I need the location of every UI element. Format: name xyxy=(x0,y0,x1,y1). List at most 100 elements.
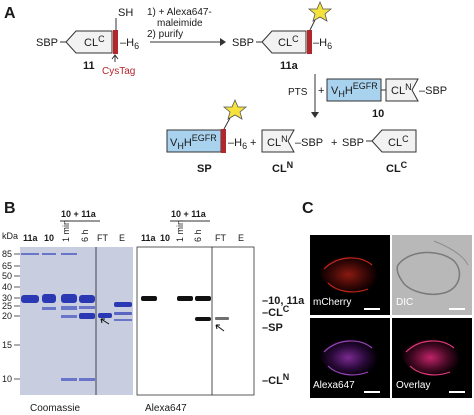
svg-text:CLC: CLC xyxy=(84,34,105,49)
svg-text:CLN: CLN xyxy=(272,160,293,175)
image-dic xyxy=(392,235,472,315)
svg-text:85: 85 xyxy=(2,249,12,259)
caption-mcherry: mCherry xyxy=(313,297,352,308)
labeling-arrow: 1) + Alexa647- maleimide 2) purify xyxy=(147,7,226,46)
group-label-right: 10 + 11a xyxy=(171,209,207,219)
svg-text:50: 50 xyxy=(2,271,12,281)
svg-text:6 h: 6 h xyxy=(193,229,203,242)
panel-c: C xyxy=(302,200,472,398)
svg-text:10: 10 xyxy=(2,374,12,384)
svg-text:E: E xyxy=(238,233,244,243)
label-cln: CL xyxy=(272,163,287,175)
svg-text:–H6: –H6 xyxy=(120,37,139,51)
svg-text:1 min: 1 min xyxy=(61,220,71,242)
cl-n-domain xyxy=(261,129,295,153)
svg-text:–10, 11a: –10, 11a xyxy=(262,295,305,307)
svg-text:VHHEGFR: VHHEGFR xyxy=(170,133,217,151)
cl-c-domain xyxy=(65,30,113,54)
label-11: 11 xyxy=(83,60,95,72)
panel-a: A SBP CLC –H6 SH 11 CysTag 1) + Alexa647… xyxy=(4,0,447,175)
plus-sign: + xyxy=(331,137,337,149)
pts-label: PTS xyxy=(288,87,308,98)
svg-text:15: 15 xyxy=(2,340,12,350)
h6-sub: 6 xyxy=(134,41,139,51)
svg-text:30: 30 xyxy=(2,293,12,303)
svg-text:20: 20 xyxy=(2,311,12,321)
svg-text:40: 40 xyxy=(2,282,12,292)
cystag-bar xyxy=(221,129,226,153)
step2-label: 2) purify xyxy=(147,29,183,40)
cl-label: CL xyxy=(278,37,292,49)
cl-c-domain xyxy=(261,30,307,54)
svg-text:CLN: CLN xyxy=(267,134,288,149)
product-sp: VHHEGFR –H6 SP xyxy=(166,98,248,175)
svg-text:–CLC: –CLC xyxy=(262,304,290,319)
plus-sign: + xyxy=(250,137,256,149)
panel-b-letter: B xyxy=(4,200,16,217)
svg-text:VHHEGFR: VHHEGFR xyxy=(331,81,378,99)
product-cln: CLN –SBP CLN xyxy=(261,129,323,175)
product-clc: SBP CLC CLC xyxy=(342,129,417,175)
h6-label: –H xyxy=(120,37,134,49)
cystag-bar xyxy=(307,30,312,54)
caption-alexa647: Alexa647 xyxy=(313,380,355,391)
alexa647-star-icon xyxy=(307,0,333,22)
svg-text:–SBP: –SBP xyxy=(419,85,447,97)
cl-label: CL xyxy=(84,37,98,49)
label-10: 10 xyxy=(372,108,384,120)
svg-text:CLC: CLC xyxy=(278,34,299,49)
svg-text:SBP: SBP xyxy=(342,137,364,149)
lane-labels-left: 11a 10 1 min 6 h FT E xyxy=(23,220,125,243)
step1-label: 1) + Alexa647- xyxy=(147,7,212,18)
lane-labels-right: 11a 10 1 min 6 h FT E xyxy=(141,220,244,243)
svg-text:CLN: CLN xyxy=(391,82,412,97)
svg-text:10: 10 xyxy=(44,233,54,243)
svg-text:CLC: CLC xyxy=(388,134,409,149)
sbp-label: SBP xyxy=(232,37,254,49)
svg-text:–H6: –H6 xyxy=(228,137,247,151)
coomassie-label: Coomassie xyxy=(30,403,80,414)
construct-11: SBP CLC –H6 SH 11 CysTag xyxy=(36,7,139,77)
panel-c-letter: C xyxy=(302,200,314,217)
svg-text:–SBP: –SBP xyxy=(295,137,323,149)
label-11a: 11a xyxy=(280,60,299,72)
cl-n-domain xyxy=(385,78,419,102)
cystag-bar xyxy=(113,30,118,54)
svg-text:FT: FT xyxy=(215,233,226,243)
band-annotations: –10, 11a –CLC –SP –CLN xyxy=(262,295,305,387)
svg-text:10: 10 xyxy=(160,233,170,243)
svg-text:6 h: 6 h xyxy=(80,229,90,242)
label-clc: CL xyxy=(386,163,401,175)
svg-text:–SP: –SP xyxy=(262,322,283,334)
image-alexa647 xyxy=(310,318,390,398)
svg-text:FT: FT xyxy=(97,233,108,243)
step1b-label: maleimide xyxy=(157,18,203,29)
alexa647-star-icon xyxy=(222,98,248,120)
svg-text:–CLN: –CLN xyxy=(262,372,289,387)
svg-text:CLC: CLC xyxy=(386,160,408,175)
caption-overlay: Overlay xyxy=(396,380,431,391)
svg-text:25: 25 xyxy=(2,301,12,311)
image-overlay xyxy=(392,318,472,398)
group-label-left: 10 + 11a xyxy=(61,209,97,219)
panel-b: B kDa 10 + 11a 10 + 11a 11a 10 1 min 6 h… xyxy=(2,200,305,414)
sh-label: SH xyxy=(118,7,133,19)
cl-c-sup: C xyxy=(292,34,299,44)
construct-10: VHHEGFR CLN –SBP 10 xyxy=(326,78,447,120)
cl-c-sup: C xyxy=(98,34,105,44)
svg-text:E: E xyxy=(119,233,125,243)
panel-a-letter: A xyxy=(4,5,16,22)
svg-text:1 min: 1 min xyxy=(175,220,185,242)
svg-text:11a: 11a xyxy=(23,233,39,243)
h6-sub: 6 xyxy=(327,41,332,51)
svg-text:11a: 11a xyxy=(141,233,157,243)
construct-11a: SBP CLC –H6 11a xyxy=(232,0,333,72)
cl-c-domain xyxy=(371,129,417,153)
mw-marker-labels: 85 65 50 40 30 25 20 15 10 xyxy=(2,249,20,384)
kda-label: kDa xyxy=(2,231,18,241)
h6-label: –H xyxy=(313,37,327,49)
image-mcherry xyxy=(310,235,390,315)
coomassie-gel xyxy=(20,247,133,395)
alexa647-label: Alexa647 xyxy=(145,403,187,414)
alexa647-gel xyxy=(136,246,255,396)
